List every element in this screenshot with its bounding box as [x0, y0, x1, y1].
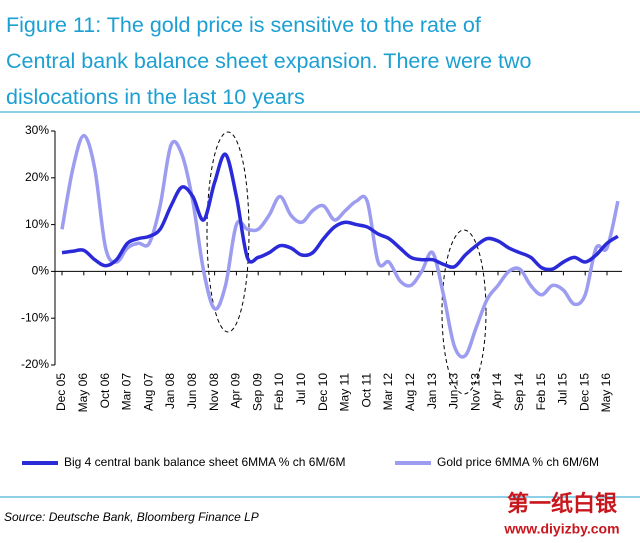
watermark: 第一纸白银 — [507, 491, 618, 516]
x-tick-label: Oct 11 — [359, 373, 373, 408]
source: Source: Deutsche Bank, Bloomberg Finance… — [4, 510, 259, 524]
x-tick-label: Feb 10 — [272, 373, 286, 411]
x-tick-label: Sep 14 — [512, 373, 526, 411]
highlight-ellipse — [441, 229, 487, 395]
chart-title: Central bank balance sheet expansion. Th… — [6, 49, 532, 73]
x-tick-label: Dec 05 — [54, 373, 68, 411]
x-tick-label: May 06 — [76, 373, 90, 413]
highlight-ellipse — [206, 131, 250, 333]
legend-label: Gold price 6MMA % ch 6M/6M — [437, 455, 599, 469]
y-tick-label: 0% — [32, 264, 50, 278]
legend-label: Big 4 central bank balance sheet 6MMA % … — [64, 455, 345, 469]
x-tick-label: Nov 13 — [468, 373, 482, 411]
line-series — [61, 152, 619, 272]
x-tick-label: Apr 09 — [229, 373, 243, 409]
x-tick-label: May 16 — [599, 373, 613, 413]
x-tick-label: Nov 08 — [207, 373, 221, 411]
x-tick-label: Jan 08 — [163, 373, 177, 409]
x-tick-label: Oct 06 — [98, 373, 112, 409]
x-tick-label: Jul 10 — [294, 373, 308, 405]
y-tick-label: 10% — [25, 217, 49, 231]
x-tick-label: Jul 15 — [556, 373, 570, 405]
x-tick-label: Feb 15 — [534, 373, 548, 411]
x-tick-label: Aug 07 — [141, 373, 155, 411]
x-tick-label: Sep 09 — [250, 373, 264, 411]
chart-title: dislocations in the last 10 years — [6, 85, 305, 109]
x-tick-label: Mar 07 — [120, 373, 134, 411]
x-tick-label: Mar 12 — [381, 373, 395, 411]
chart-title: Figure 11: The gold price is sensitive t… — [6, 13, 481, 37]
line-series — [60, 133, 620, 359]
x-tick-label: Dec 10 — [316, 373, 330, 411]
y-tick-label: -10% — [21, 310, 49, 324]
y-tick-label: 20% — [25, 170, 49, 184]
x-tick-label: Jun 08 — [185, 373, 199, 409]
watermark: www.diyizby.com — [503, 521, 619, 537]
x-tick-label: Jun 13 — [447, 373, 461, 409]
x-tick-label: May 11 — [338, 373, 352, 412]
x-tick-label: Aug 12 — [403, 373, 417, 411]
x-tick-label: Apr 14 — [490, 373, 504, 409]
x-tick-label: Dec 15 — [577, 373, 591, 411]
y-tick-label: -20% — [21, 357, 49, 371]
x-tick-label: Jan 13 — [425, 373, 439, 409]
y-tick-label: 30% — [25, 123, 49, 137]
